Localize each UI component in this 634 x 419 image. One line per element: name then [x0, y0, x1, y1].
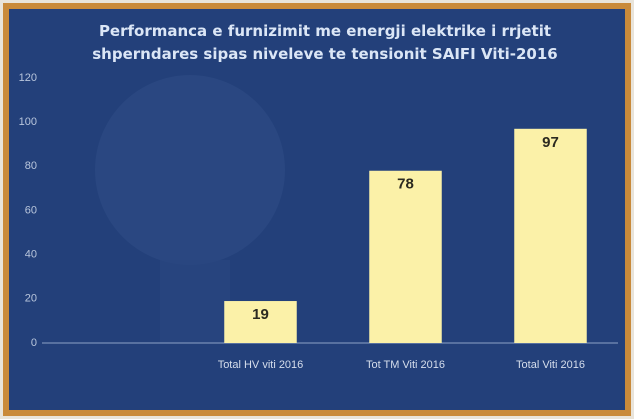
bulb-decoration — [95, 75, 285, 265]
bar — [369, 170, 442, 343]
data-label: 78 — [397, 176, 414, 193]
data-label: 19 — [252, 306, 269, 323]
y-tick-label: 120 — [19, 72, 37, 84]
y-tick-label: 80 — [25, 160, 37, 172]
y-tick-label: 20 — [25, 293, 37, 305]
x-tick-label: Total Viti 2016 — [516, 359, 585, 371]
y-tick-label: 40 — [25, 249, 37, 261]
data-label: 97 — [542, 134, 559, 151]
chart-title: Performanca e furnizimit me energji elek… — [92, 22, 558, 63]
x-tick-label: Total HV viti 2016 — [218, 359, 304, 371]
bar — [224, 301, 297, 343]
y-tick-label: 60 — [25, 204, 37, 216]
bar — [514, 128, 587, 343]
bulb-base — [160, 260, 230, 343]
y-tick-label: 100 — [19, 116, 37, 128]
x-tick-label: Tot TM Viti 2016 — [366, 359, 445, 371]
y-tick-label: 0 — [31, 337, 37, 349]
